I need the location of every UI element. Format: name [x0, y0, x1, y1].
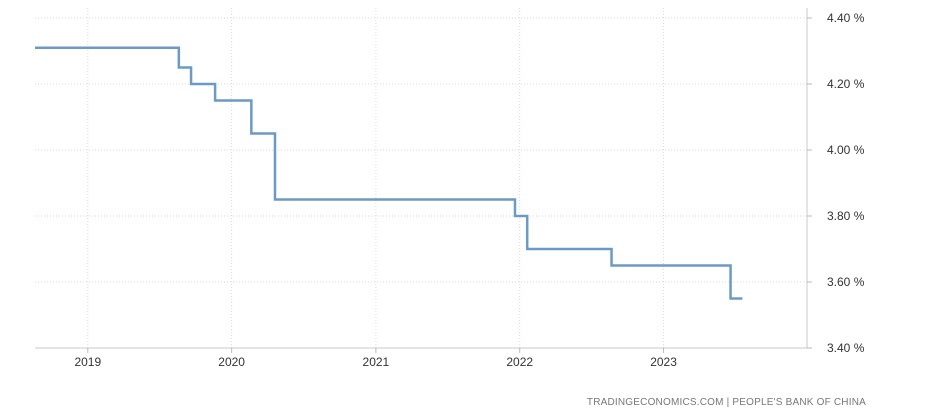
y-tick-label: 3.80 % [827, 209, 865, 223]
axis-lines [35, 8, 808, 349]
x-tick-label: 2022 [506, 355, 533, 369]
source-credit: TRADINGECONOMICS.COM | PEOPLE'S BANK OF … [587, 397, 866, 408]
series-line [35, 46, 743, 300]
x-tick-label: 2023 [650, 355, 677, 369]
x-axis-ticks: 2019 2020 2021 2022 2023 [74, 348, 677, 369]
grid-lines [35, 8, 807, 349]
x-tick-label: 2020 [218, 355, 245, 369]
y-tick-label: 4.40 % [827, 11, 865, 25]
y-tick-label: 4.20 % [827, 77, 865, 91]
y-axis-ticks: 4.40 % 4.20 % 4.00 % 3.80 % 3.60 % 3.40 % [807, 11, 865, 355]
y-tick-label: 3.60 % [827, 275, 865, 289]
x-tick-label: 2021 [363, 355, 390, 369]
y-tick-label: 3.40 % [827, 341, 865, 355]
series-layer [35, 46, 743, 300]
x-tick-label: 2019 [74, 355, 101, 369]
y-tick-label: 4.00 % [827, 143, 865, 157]
